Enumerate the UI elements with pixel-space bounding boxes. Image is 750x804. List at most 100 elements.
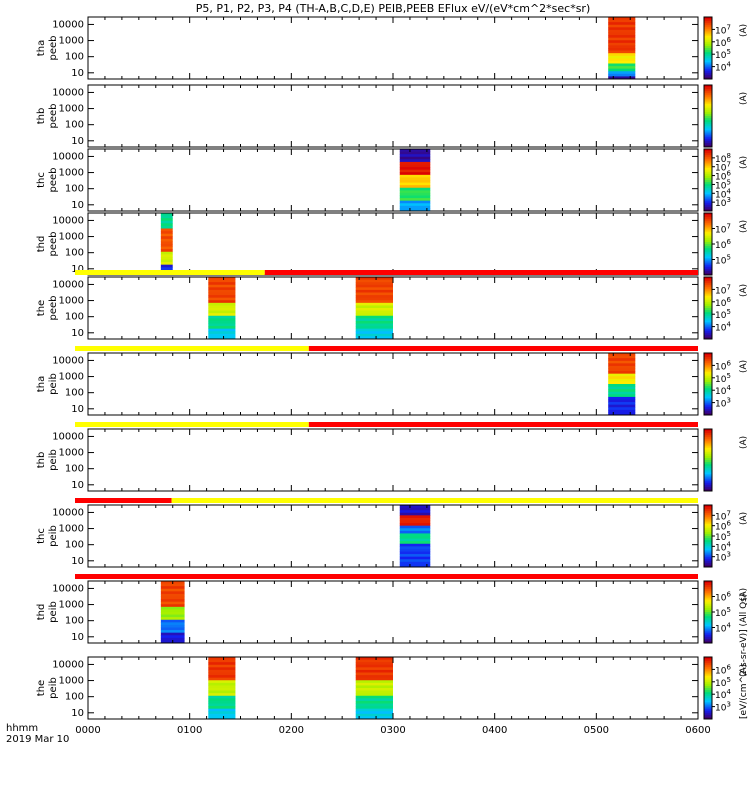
colorbar: (A) <box>703 84 749 148</box>
spectrogram-cell <box>208 703 236 707</box>
panel-label-probe: the <box>36 300 47 316</box>
colorbar-cell <box>704 52 712 55</box>
panel-thd-peib: 10000 1000 100 10 thd peib 106 105 104 (A) <box>36 574 749 644</box>
y-tick-label: 1000 <box>59 296 84 307</box>
spectrogram-cell <box>160 614 185 618</box>
colorbar-cell <box>704 538 712 541</box>
spectrogram-cell <box>160 627 185 631</box>
spectrogram-cell <box>399 198 431 202</box>
spectrogram-cell <box>355 318 393 322</box>
colorbar-cell <box>704 225 712 228</box>
colorbar-cell <box>704 507 712 510</box>
spectrogram-cell <box>208 680 236 684</box>
colorbar-tick-label: 106 <box>715 296 731 309</box>
colorbar-cell <box>704 175 712 179</box>
colorbar-cell <box>704 130 712 134</box>
colorbar-cell <box>704 194 712 198</box>
colorbar-cell <box>704 694 712 697</box>
colorbar-cell <box>704 279 712 282</box>
colorbar-cell <box>704 558 712 562</box>
colorbar-frame <box>703 352 713 416</box>
spectrogram-cell <box>399 543 431 547</box>
colorbar-cell <box>704 386 712 389</box>
spectrogram-cell <box>355 662 393 666</box>
y-tick-label: 10000 <box>52 431 84 442</box>
y-tick-label: 1000 <box>59 372 84 383</box>
colorbar-cell <box>704 683 712 687</box>
colorbar-cell <box>704 266 712 270</box>
spectrogram-cell <box>399 154 431 158</box>
colorbar-cell <box>704 254 712 257</box>
panel-frame <box>87 84 699 148</box>
colorbar-cell <box>704 681 712 685</box>
colorbar-cell <box>704 443 712 447</box>
spectrogram-cell <box>355 313 393 317</box>
spectrogram-cell <box>208 284 236 288</box>
colorbar-cell <box>704 252 712 255</box>
panel-thd-peeb: 10000 1000 100 10 thd peeb 107 106 105 (A) <box>36 212 749 276</box>
colorbar-cell <box>704 533 712 537</box>
panel-label-instrument: peib <box>48 449 59 471</box>
panel-label-probe: thc <box>36 528 47 544</box>
colorbar-cell <box>704 113 712 117</box>
colorbar-cell <box>704 182 712 185</box>
colorbar-cell <box>704 357 712 360</box>
colorbar-cell <box>704 564 712 568</box>
spectrogram-cell <box>208 677 236 681</box>
colorbar-cell <box>704 272 712 276</box>
colorbar-cell <box>704 19 712 22</box>
colorbar-tick-label: 107 <box>715 283 731 296</box>
panel-label-probe: the <box>36 680 47 696</box>
spectrogram-cell <box>355 284 393 288</box>
panel-frame <box>87 428 699 492</box>
spectrogram-cell <box>355 333 393 337</box>
colorbar-cell <box>704 365 712 368</box>
spectrogram-cell <box>355 713 393 717</box>
colorbar-cell <box>704 406 712 410</box>
colorbar-cell <box>704 433 712 436</box>
colorbar-tick-label: 104 <box>715 622 731 635</box>
spectrogram-cell <box>399 510 431 514</box>
spectrogram-cell <box>355 716 393 720</box>
spectrogram-cell <box>355 677 393 681</box>
spectrogram-cell <box>608 386 636 390</box>
colorbar-cell <box>704 457 712 461</box>
colorbar-tick-label: 107 <box>715 161 731 174</box>
spectrogram-cell <box>355 708 393 712</box>
colorbar-cell <box>704 204 712 208</box>
panel-thb-peib: 10000 1000 100 10 thb peib (A) <box>36 422 749 492</box>
colorbar-cell <box>704 291 712 295</box>
colorbar-cell <box>704 324 712 328</box>
spectrogram-cell <box>208 323 236 327</box>
colorbar-cell <box>704 246 712 249</box>
colorbar-cell <box>704 25 712 28</box>
spectrogram-cell <box>399 208 431 212</box>
colorbar-cell <box>704 663 712 666</box>
colorbar-cell <box>704 293 712 297</box>
colorbar-cell <box>704 523 712 527</box>
colorbar-cell <box>704 74 712 78</box>
spectrogram-cell <box>608 73 636 77</box>
colorbar-cell <box>704 239 712 243</box>
colorbar-cell <box>704 87 712 90</box>
colorbar-cell <box>704 622 712 625</box>
spectrogram-cell <box>160 246 173 250</box>
colorbar-cell <box>704 60 712 63</box>
colorbar-cell <box>704 587 712 590</box>
colorbar-cell <box>704 626 712 630</box>
panel-label-instrument: peib <box>48 601 59 623</box>
colorbar-cell <box>704 167 712 171</box>
spectrogram-cell <box>399 536 431 539</box>
y-tick-label: 10000 <box>52 19 84 30</box>
spectrogram-cell <box>160 223 173 227</box>
spectrogram-cell <box>608 381 636 385</box>
mode-bar-segment <box>75 346 309 351</box>
colorbar-cell <box>704 37 712 41</box>
colorbar-cell <box>704 628 712 632</box>
spectrogram-cell <box>355 320 393 324</box>
colorbar-cell <box>704 560 712 564</box>
colorbar-cell <box>704 688 712 691</box>
spectrogram-cell <box>608 58 636 62</box>
